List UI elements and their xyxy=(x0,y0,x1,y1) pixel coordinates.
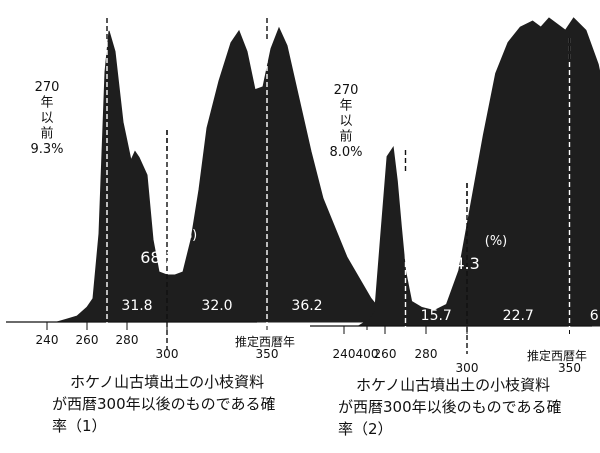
total-percent-label: 68.2 xyxy=(140,248,176,267)
interval-label: 15.7 xyxy=(421,308,452,324)
caption-2-line-2: が西暦300年以後のものである確 xyxy=(338,398,562,416)
caption-2: ホケノ山古墳出土の小枝資料 が西暦300年以後のものである確 率（2） xyxy=(338,374,600,440)
x-axis-label: 推定西暦年 xyxy=(527,348,587,363)
tail-label-line: 前 xyxy=(339,129,352,145)
unit-label: (%) xyxy=(485,234,508,249)
x-tick-label-300: 300 xyxy=(156,347,179,361)
x-axis-label: 推定西暦年 xyxy=(235,334,295,349)
interval-label: 36.2 xyxy=(291,298,322,314)
x-tick-label-350: 350 xyxy=(558,361,581,375)
x-tick-label-400: 400 xyxy=(356,347,379,361)
tail-label-line: 年 xyxy=(40,96,53,111)
x-tick-label-280: 280 xyxy=(116,333,139,347)
tail-label-line: 年 xyxy=(339,99,352,114)
caption-1-line-3: 率（1） xyxy=(52,417,107,435)
tail-label-line: 前 xyxy=(40,126,53,142)
caption-1: ホケノ山古墳出土の小枝資料 が西暦300年以後のものである確 率（1） xyxy=(52,371,322,437)
caption-1-line-2: が西暦300年以後のものである確 xyxy=(52,395,276,413)
caption-2-line-1: ホケノ山古墳出土の小枝資料 xyxy=(356,376,551,394)
tail-label-line: 以 xyxy=(339,114,352,129)
total-percent-label: 84.3 xyxy=(444,254,480,273)
tail-label-line: 270 xyxy=(334,83,359,98)
unit-label: (%) xyxy=(175,228,198,243)
x-tick-label-260: 260 xyxy=(76,333,99,347)
interval-label: 31.8 xyxy=(121,298,152,314)
tail-percent-label: 9.3% xyxy=(30,142,63,157)
interval-label: 61.6 xyxy=(590,308,600,324)
caption-1-line-1: ホケノ山古墳出土の小枝資料 xyxy=(70,373,265,391)
x-tick-label-260: 260 xyxy=(374,347,397,361)
density-area xyxy=(56,26,406,323)
x-tick-label-300: 300 xyxy=(456,361,479,375)
x-tick-label-280: 280 xyxy=(415,347,438,361)
x-tick-label-350: 350 xyxy=(256,347,279,361)
caption-2-line-3: 率（2） xyxy=(338,420,393,438)
interval-label: 22.7 xyxy=(503,308,534,324)
tail-label-line: 以 xyxy=(40,111,53,126)
x-tick-label-240: 240 xyxy=(36,333,59,347)
x-tick-label-240: 240 xyxy=(333,347,356,361)
tail-percent-label: 8.0% xyxy=(329,145,362,160)
interval-label: 32.0 xyxy=(201,298,232,314)
tail-label-line: 270 xyxy=(35,80,60,95)
density-area xyxy=(356,17,600,327)
